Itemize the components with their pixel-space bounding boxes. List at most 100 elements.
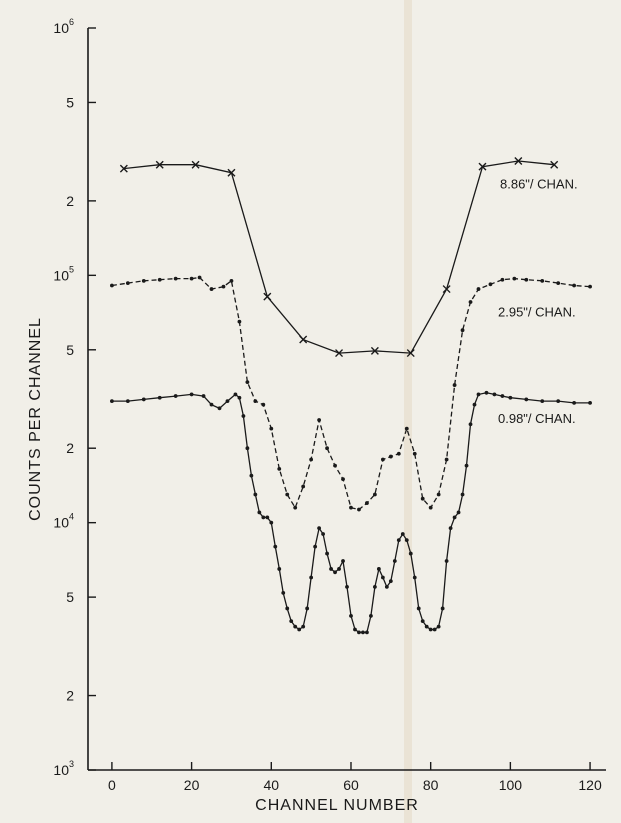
- data-point: [293, 624, 298, 629]
- data-point: [361, 630, 365, 635]
- data-point: [376, 567, 381, 571]
- data-point: [110, 283, 114, 288]
- data-point-x-marker: [191, 160, 200, 169]
- data-point: [540, 278, 545, 283]
- data-point: [285, 606, 290, 611]
- marker-stroke: [406, 349, 415, 358]
- data-point: [556, 281, 561, 286]
- marker-stroke: [299, 335, 308, 344]
- data-point: [500, 277, 505, 282]
- data-point: [341, 559, 345, 563]
- data-point: [572, 283, 577, 288]
- data-point: [452, 383, 457, 387]
- data-point-x-marker: [155, 160, 164, 169]
- data-point: [488, 282, 493, 287]
- marker-stroke: [442, 285, 451, 294]
- data-point: [265, 515, 270, 520]
- data-point: [317, 526, 322, 531]
- y-tick-label-base: 2: [66, 193, 74, 209]
- data-point: [384, 584, 389, 589]
- data-point: [404, 426, 409, 431]
- x-axis-title: CHANNEL NUMBER: [255, 797, 419, 814]
- marker-stroke: [191, 160, 200, 169]
- data-point: [125, 281, 130, 286]
- data-point-x-marker: [550, 160, 559, 169]
- data-point: [157, 395, 162, 400]
- data-point: [476, 287, 481, 291]
- data-point: [369, 613, 373, 618]
- data-point: [424, 624, 429, 629]
- data-point: [289, 619, 294, 623]
- data-point-x-marker: [370, 346, 379, 355]
- data-point: [237, 319, 242, 324]
- data-point: [189, 392, 194, 397]
- data-point: [572, 400, 577, 405]
- data-point: [412, 575, 417, 580]
- data-point: [253, 492, 258, 497]
- data-point: [357, 630, 361, 635]
- y-tick-label-exponent: 4: [69, 512, 74, 522]
- series-label: 8.86"/ CHAN.: [500, 177, 578, 192]
- data-point: [125, 399, 130, 404]
- data-point: [432, 627, 437, 632]
- data-point: [301, 624, 306, 629]
- data-point: [261, 402, 266, 407]
- data-point: [420, 619, 425, 623]
- data-point: [233, 392, 238, 397]
- data-point-x-marker: [478, 162, 487, 171]
- data-point: [301, 484, 306, 489]
- y-tick-label-base: 2: [66, 440, 74, 456]
- data-point: [540, 399, 545, 404]
- data-point: [173, 276, 178, 281]
- y-tick-label-base: 5: [66, 94, 74, 110]
- data-point: [305, 606, 310, 611]
- y-tick-label: 2: [66, 193, 74, 209]
- y-axis-title: COUNTS PER CHANNEL: [27, 317, 44, 521]
- marker-stroke: [155, 160, 164, 169]
- y-tick-label: 104: [53, 512, 74, 531]
- data-point: [337, 567, 341, 571]
- data-point: [412, 451, 417, 456]
- y-tick-label-exponent: 5: [69, 264, 74, 274]
- data-point: [440, 606, 445, 611]
- series-line: [123, 160, 555, 354]
- x-tick-label: 60: [343, 777, 359, 793]
- data-point: [588, 400, 592, 405]
- data-point: [269, 426, 274, 431]
- y-tick-label-exponent: 3: [69, 759, 74, 769]
- data-point: [492, 392, 497, 397]
- data-point: [396, 451, 401, 456]
- data-point: [372, 492, 377, 497]
- data-point: [468, 300, 473, 304]
- data-point: [245, 380, 250, 385]
- y-tick-label-base: 10: [53, 762, 69, 778]
- data-point: [365, 501, 369, 505]
- data-point: [588, 284, 592, 289]
- data-point: [313, 544, 318, 549]
- data-point-x-marker: [514, 156, 523, 165]
- data-point: [273, 544, 278, 549]
- data-point: [476, 392, 481, 397]
- data-point: [408, 551, 413, 556]
- marker-stroke: [119, 164, 128, 173]
- data-point: [420, 496, 425, 501]
- data-point: [524, 277, 529, 282]
- page-fold-shadow: [404, 0, 412, 823]
- data-point: [500, 394, 505, 398]
- data-point: [217, 406, 222, 411]
- data-point: [380, 457, 385, 462]
- data-point: [452, 515, 457, 520]
- marker-stroke: [478, 162, 487, 171]
- data-point: [209, 287, 214, 291]
- y-tick-label: 2: [66, 688, 74, 704]
- data-point: [416, 606, 421, 611]
- y-tick-label-base: 5: [66, 589, 74, 605]
- marker-stroke: [263, 292, 272, 301]
- data-point: [524, 397, 529, 402]
- y-tick-label: 106: [53, 17, 74, 36]
- series-3: 0.98"/ CHAN.: [110, 390, 592, 635]
- data-point: [380, 575, 385, 580]
- series-1: 8.86"/ CHAN.: [119, 156, 578, 358]
- marker-stroke: [514, 156, 523, 165]
- data-point: [277, 466, 282, 471]
